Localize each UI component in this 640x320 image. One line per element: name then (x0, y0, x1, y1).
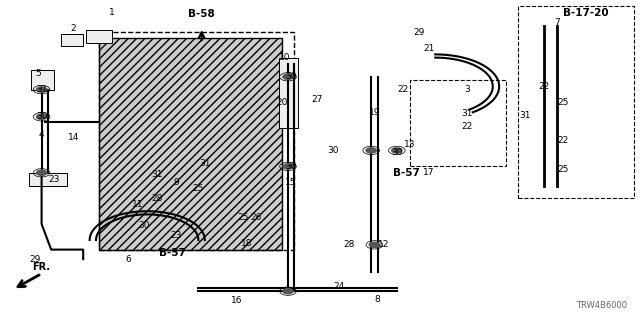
Text: 16: 16 (231, 296, 243, 305)
Text: 28: 28 (151, 194, 163, 203)
Text: FR.: FR. (32, 262, 50, 272)
Text: TRW4B6000: TRW4B6000 (576, 301, 627, 310)
Text: 18: 18 (241, 239, 252, 248)
Circle shape (283, 289, 293, 294)
Bar (99, 32, 294, 250)
Text: 25: 25 (557, 98, 569, 107)
Circle shape (369, 242, 380, 247)
Text: 25: 25 (193, 184, 204, 193)
Text: B-17-20: B-17-20 (563, 8, 609, 18)
Text: 29: 29 (29, 255, 41, 264)
Text: 15: 15 (285, 178, 297, 187)
Text: 31: 31 (519, 111, 531, 120)
Text: 30: 30 (36, 112, 47, 121)
Text: 2: 2 (71, 24, 76, 33)
Text: 12: 12 (378, 240, 390, 249)
Text: 23: 23 (170, 231, 182, 240)
Circle shape (283, 74, 293, 79)
Text: 30: 30 (391, 148, 403, 156)
Bar (31, 70, 54, 90)
Bar (86, 30, 112, 43)
Text: 31: 31 (199, 159, 211, 168)
Text: 14: 14 (68, 133, 79, 142)
Bar (29, 173, 67, 186)
Text: 17: 17 (423, 168, 435, 177)
Text: 31: 31 (36, 85, 47, 94)
Text: 31: 31 (461, 109, 473, 118)
Text: 27: 27 (311, 95, 323, 104)
Text: 1: 1 (109, 8, 115, 17)
Text: 11: 11 (132, 200, 143, 209)
Circle shape (36, 114, 47, 119)
Text: 22: 22 (557, 136, 569, 145)
Text: 22: 22 (538, 82, 550, 91)
Text: 30: 30 (285, 162, 297, 171)
Bar (410, 80, 506, 166)
Text: B-57: B-57 (159, 248, 186, 258)
Text: 19: 19 (369, 108, 380, 116)
Text: 13: 13 (404, 140, 415, 148)
Circle shape (392, 148, 402, 153)
Text: 25: 25 (237, 213, 249, 222)
Text: 29: 29 (413, 28, 425, 36)
Text: 31: 31 (151, 170, 163, 179)
Bar (279, 58, 298, 128)
Bar (99, 38, 282, 250)
Text: 30: 30 (138, 221, 150, 230)
Text: 21: 21 (423, 44, 435, 52)
Text: 28: 28 (343, 240, 355, 249)
Text: 30: 30 (285, 72, 297, 81)
Text: 25: 25 (557, 165, 569, 174)
Text: 6: 6 (125, 255, 131, 264)
Circle shape (36, 170, 47, 175)
Text: 8: 8 (375, 295, 380, 304)
Bar (61, 34, 83, 46)
Text: 23: 23 (49, 175, 60, 184)
Text: B-58: B-58 (188, 9, 215, 20)
Circle shape (283, 164, 293, 169)
Text: 30: 30 (327, 146, 339, 155)
Text: 24: 24 (333, 282, 345, 291)
Text: 4: 4 (39, 130, 44, 139)
Text: 20: 20 (276, 98, 287, 107)
Bar (518, 6, 634, 198)
Text: 3: 3 (465, 85, 470, 94)
Text: 26: 26 (250, 213, 262, 222)
Circle shape (36, 87, 47, 92)
Text: 22: 22 (397, 85, 409, 94)
Circle shape (366, 148, 376, 153)
Text: 10: 10 (279, 53, 291, 62)
Text: 9: 9 (173, 178, 179, 187)
Text: 7: 7 (554, 18, 559, 27)
Text: 5: 5 (36, 69, 41, 78)
Text: 22: 22 (461, 122, 473, 131)
Text: B-57: B-57 (393, 168, 420, 178)
